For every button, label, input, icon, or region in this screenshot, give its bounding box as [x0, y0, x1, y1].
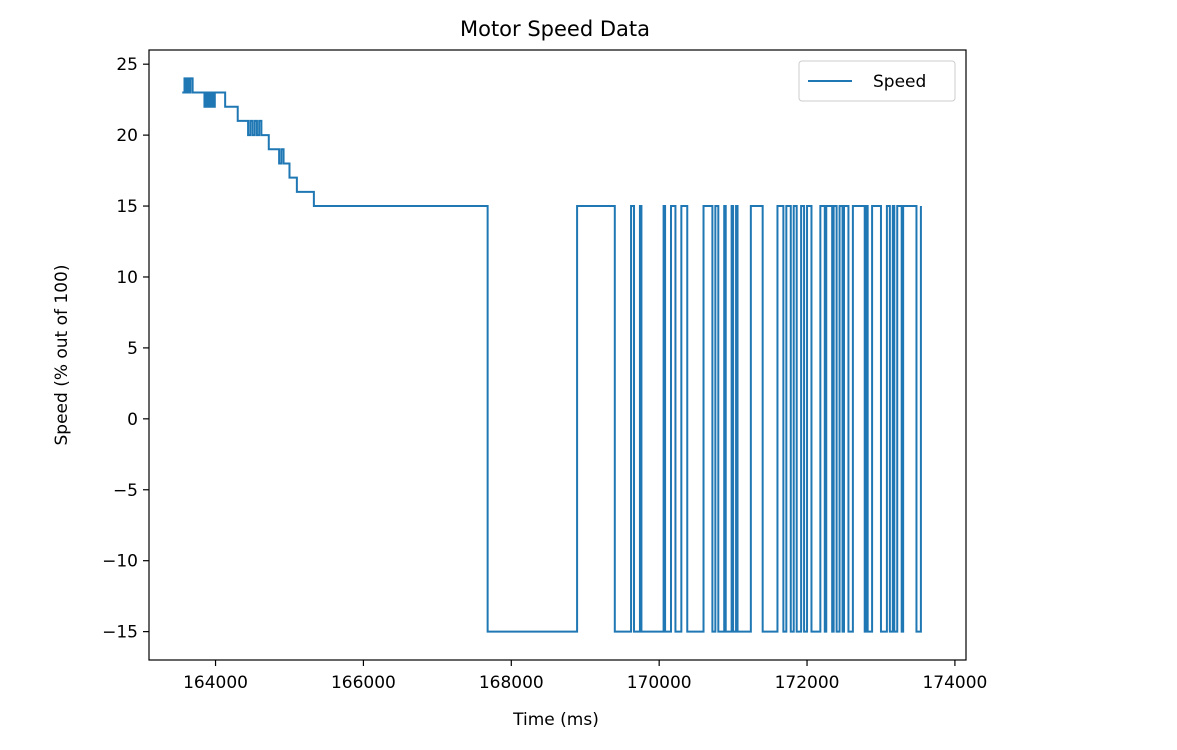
speed-series-line: [182, 77, 922, 633]
y-tick-label: 20: [116, 126, 138, 146]
x-tick-label: 168000: [479, 673, 544, 693]
y-tick-label: −10: [102, 552, 138, 572]
y-tick-label: 15: [116, 197, 138, 217]
legend-box: [798, 60, 956, 102]
plot-area: [148, 49, 967, 661]
x-axis-ticks: 164000 166000 168000 170000 172000 174000: [183, 660, 987, 693]
chart-title: Motor Speed Data: [460, 17, 650, 41]
x-tick-label: 166000: [331, 673, 396, 693]
x-tick-label: 170000: [627, 673, 692, 693]
y-axis-ticks: −15 −10 −5 0 5 10 15 20 25: [102, 55, 149, 643]
y-tick-label: −15: [102, 623, 138, 643]
y-tick-label: 25: [116, 55, 138, 75]
y-tick-label: 0: [127, 410, 138, 430]
x-axis-label: Time (ms): [512, 710, 599, 730]
x-tick-label: 174000: [922, 673, 987, 693]
x-tick-label: 172000: [775, 673, 840, 693]
x-tick-label: 164000: [183, 673, 248, 693]
y-tick-label: −5: [113, 481, 138, 501]
legend: Speed: [798, 60, 956, 102]
plot-frame: [148, 49, 967, 661]
y-tick-label: 10: [116, 268, 138, 288]
y-axis-label: Speed (% out of 100): [52, 265, 72, 446]
y-tick-label: 5: [127, 339, 138, 359]
legend-label-speed: Speed: [873, 72, 926, 92]
